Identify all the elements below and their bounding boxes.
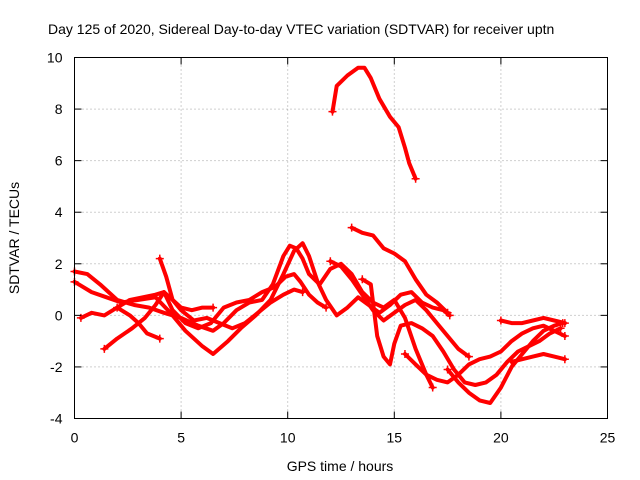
series-marker bbox=[326, 257, 335, 266]
y-tick-label: -4 bbox=[50, 411, 63, 427]
series-line-s14 bbox=[328, 259, 471, 359]
series-marker bbox=[496, 316, 505, 325]
chart-title: Day 125 of 2020, Sidereal Day-to-day VTE… bbox=[48, 21, 554, 37]
series-marker bbox=[347, 223, 356, 232]
x-axis-label: GPS time / hours bbox=[287, 458, 394, 474]
series-marker bbox=[358, 275, 367, 284]
series-marker bbox=[443, 365, 452, 374]
series-marker bbox=[560, 331, 569, 340]
series-line-s12 bbox=[498, 315, 567, 326]
series-marker bbox=[443, 308, 452, 317]
series-marker bbox=[411, 174, 420, 183]
series-line-s11 bbox=[445, 321, 565, 405]
series-marker bbox=[560, 319, 569, 328]
series-marker bbox=[560, 355, 569, 364]
series-marker bbox=[155, 254, 164, 263]
axis-ticks: 0 5 10 15 20 25 -4 -2 0 2 4 6 8 10 bbox=[47, 50, 616, 446]
series-marker bbox=[322, 303, 331, 312]
series-marker bbox=[298, 288, 307, 297]
y-tick-label: 4 bbox=[55, 204, 63, 220]
x-tick-label: 15 bbox=[387, 430, 403, 446]
y-tick-label: 2 bbox=[55, 256, 63, 272]
series-line-s13 bbox=[509, 352, 567, 364]
x-tick-label: 20 bbox=[493, 430, 509, 446]
grid bbox=[74, 57, 608, 419]
series-marker bbox=[209, 303, 218, 312]
series-line-s8 bbox=[349, 225, 450, 315]
y-tick-label: 8 bbox=[55, 101, 63, 117]
series-line-s4 bbox=[78, 272, 329, 331]
y-axis-label: SDTVAR / TECUs bbox=[6, 182, 22, 294]
series-marker bbox=[113, 303, 122, 312]
y-tick-label: 10 bbox=[47, 50, 63, 66]
x-tick-label: 0 bbox=[71, 430, 79, 446]
y-tick-label: 6 bbox=[55, 153, 63, 169]
series-marker bbox=[507, 357, 516, 366]
x-tick-label: 25 bbox=[600, 430, 616, 446]
series-line-s1 bbox=[330, 65, 418, 181]
series-line-s5 bbox=[102, 287, 305, 351]
y-tick-label: 0 bbox=[55, 307, 63, 323]
series-marker bbox=[100, 344, 109, 353]
y-tick-label: -2 bbox=[50, 359, 63, 375]
series-line-s7 bbox=[157, 256, 216, 313]
series-marker bbox=[428, 383, 437, 392]
series-layer bbox=[70, 65, 569, 405]
x-tick-label: 10 bbox=[280, 430, 296, 446]
series-line-s10 bbox=[403, 323, 567, 385]
plot-frame bbox=[74, 57, 608, 419]
x-tick-label: 5 bbox=[177, 430, 185, 446]
series-marker bbox=[400, 350, 409, 359]
series-marker bbox=[464, 352, 473, 361]
series-marker bbox=[155, 334, 164, 343]
series-line-s6 bbox=[115, 305, 162, 341]
series-line-s9 bbox=[360, 277, 563, 387]
series-marker bbox=[328, 107, 337, 116]
